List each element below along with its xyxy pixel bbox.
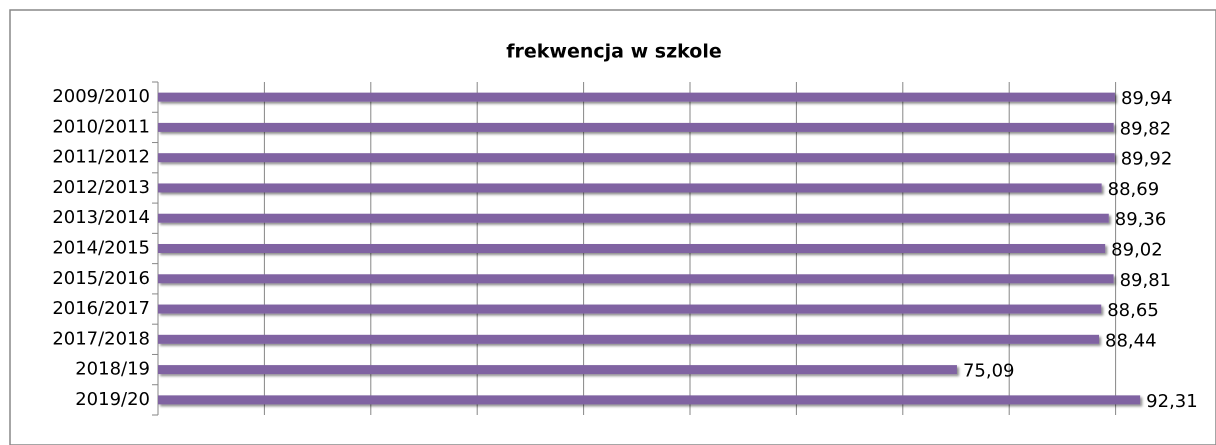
- bar: [158, 213, 1109, 223]
- value-label: 89,94: [1121, 88, 1173, 109]
- value-label: 92,31: [1146, 391, 1198, 412]
- bar: [158, 183, 1102, 193]
- value-label: 89,81: [1120, 270, 1172, 291]
- y-tick-label: 2019/20: [75, 389, 150, 410]
- value-label: 89,92: [1121, 149, 1173, 170]
- y-tick-label: 2013/2014: [52, 207, 150, 228]
- bar: [158, 365, 957, 375]
- chart-border: [9, 9, 1216, 445]
- bar: [158, 153, 1115, 163]
- value-label: 88,44: [1105, 330, 1157, 351]
- y-tick-label: 2017/2018: [52, 328, 150, 349]
- y-tick-label: 2016/2017: [52, 298, 150, 319]
- bar: [158, 92, 1115, 102]
- bar: [158, 304, 1102, 314]
- bar: [158, 334, 1100, 344]
- bar: [158, 244, 1106, 253]
- value-label: 75,09: [963, 361, 1015, 382]
- chart-title: frekwencja w szkole: [506, 41, 721, 63]
- y-tick-label: 2011/2012: [52, 147, 150, 168]
- bar: [158, 274, 1114, 284]
- y-tick-label: 2012/2013: [52, 177, 150, 198]
- y-tick-label: 2014/2015: [52, 238, 150, 259]
- value-label: 89,82: [1120, 118, 1172, 139]
- bar: [158, 395, 1141, 405]
- value-label: 88,65: [1107, 300, 1159, 321]
- value-label: 89,36: [1115, 209, 1167, 230]
- bar: [158, 122, 1114, 132]
- y-tick-label: 2010/2011: [52, 116, 150, 137]
- y-tick-label: 2015/2016: [52, 268, 150, 289]
- value-label: 89,02: [1111, 240, 1163, 261]
- y-tick-label: 2018/19: [75, 359, 150, 380]
- y-tick-label: 2009/2010: [52, 86, 150, 107]
- value-label: 88,69: [1108, 179, 1160, 200]
